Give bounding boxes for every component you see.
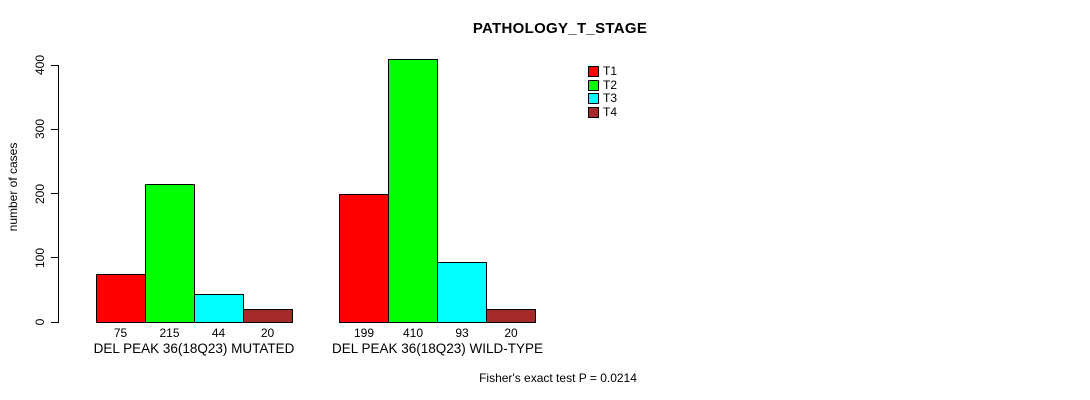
bar-t2-group1 (144, 183, 195, 323)
bar-t4-group2 (486, 309, 536, 323)
legend-swatch-t3 (588, 93, 599, 104)
y-tick-label: 100 (33, 247, 47, 268)
legend-label-t3: T3 (603, 91, 618, 105)
legend-swatch-t1 (588, 66, 599, 77)
bar-t4-group1 (242, 309, 293, 323)
y-tick-mark (51, 128, 58, 130)
bar-value-label: 215 (159, 326, 180, 340)
bar-value-label: 199 (353, 326, 375, 340)
bar-value-label: 20 (504, 326, 518, 340)
bar-t1-group2 (339, 194, 389, 323)
y-tick-mark (51, 321, 58, 323)
fisher-test-annotation: Fisher's exact test P = 0.0214 (479, 371, 637, 385)
legend-swatch-t2 (588, 79, 599, 91)
chart-title: PATHOLOGY_T_STAGE (472, 20, 648, 37)
y-axis-line (58, 65, 59, 323)
y-tick-label: 300 (33, 119, 47, 140)
bar-value-label: 410 (402, 326, 424, 340)
bar-value-label: 75 (113, 326, 128, 340)
legend-label-t1: T1 (603, 64, 618, 78)
y-axis-label: number of cases (6, 142, 20, 232)
legend-label-t4: T4 (603, 104, 618, 119)
y-tick-label: 200 (33, 183, 47, 204)
legend-swatch-t4 (588, 106, 599, 118)
category-label: DEL PEAK 36(18Q23) WILD-TYPE (331, 341, 544, 356)
y-tick-mark (51, 257, 58, 259)
y-tick-mark (51, 193, 58, 194)
legend-label-t2: T2 (603, 77, 618, 92)
bar-t2-group2 (388, 58, 438, 323)
bar-value-label: 44 (211, 326, 226, 340)
bar-t3-group1 (193, 293, 244, 323)
bar-value-label: 93 (455, 326, 469, 340)
bar-t3-group2 (437, 262, 487, 323)
y-tick-mark (51, 64, 58, 66)
y-tick-label: 400 (33, 54, 47, 76)
bar-value-label: 20 (260, 326, 275, 340)
bar-t1-group1 (95, 273, 146, 323)
category-label: DEL PEAK 36(18Q23) MUTATED (93, 341, 295, 356)
